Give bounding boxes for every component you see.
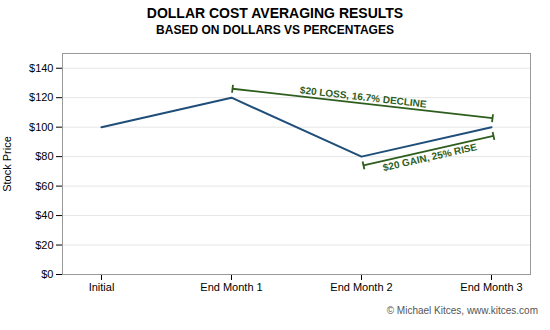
- svg-text:$20: $20: [35, 239, 53, 251]
- svg-text:$140: $140: [29, 62, 53, 74]
- svg-text:Stock Price: Stock Price: [1, 136, 13, 192]
- svg-text:Initial: Initial: [89, 281, 115, 293]
- html-text:DOLLAR COST AVERAGING RESULTS: DOLLAR COST AVERAGING RESULTS: [146, 5, 404, 21]
- svg-text:$60: $60: [35, 180, 53, 192]
- svg-text:$0: $0: [41, 268, 53, 280]
- html-text:BASED ON DOLLARS VS PERCENTAGE: BASED ON DOLLARS VS PERCENTAGES: [156, 23, 394, 37]
- svg-text:End Month 1: End Month 1: [200, 281, 262, 293]
- svg-text:End Month 3: End Month 3: [460, 281, 522, 293]
- svg-text:$40: $40: [35, 209, 53, 221]
- svg-text:$120: $120: [29, 91, 53, 103]
- html-text:© Michael Kitces, www.kitces.c: © Michael Kitces, www.kitces.com: [386, 305, 538, 316]
- svg-text:$100: $100: [29, 121, 53, 133]
- svg-text:$80: $80: [35, 150, 53, 162]
- svg-text:$20 LOSS, 16.7% DECLINE: $20 LOSS, 16.7% DECLINE: [299, 84, 427, 109]
- svg-text:$20 GAIN, 25% RISE: $20 GAIN, 25% RISE: [382, 141, 479, 173]
- svg-text:End Month 2: End Month 2: [330, 281, 392, 293]
